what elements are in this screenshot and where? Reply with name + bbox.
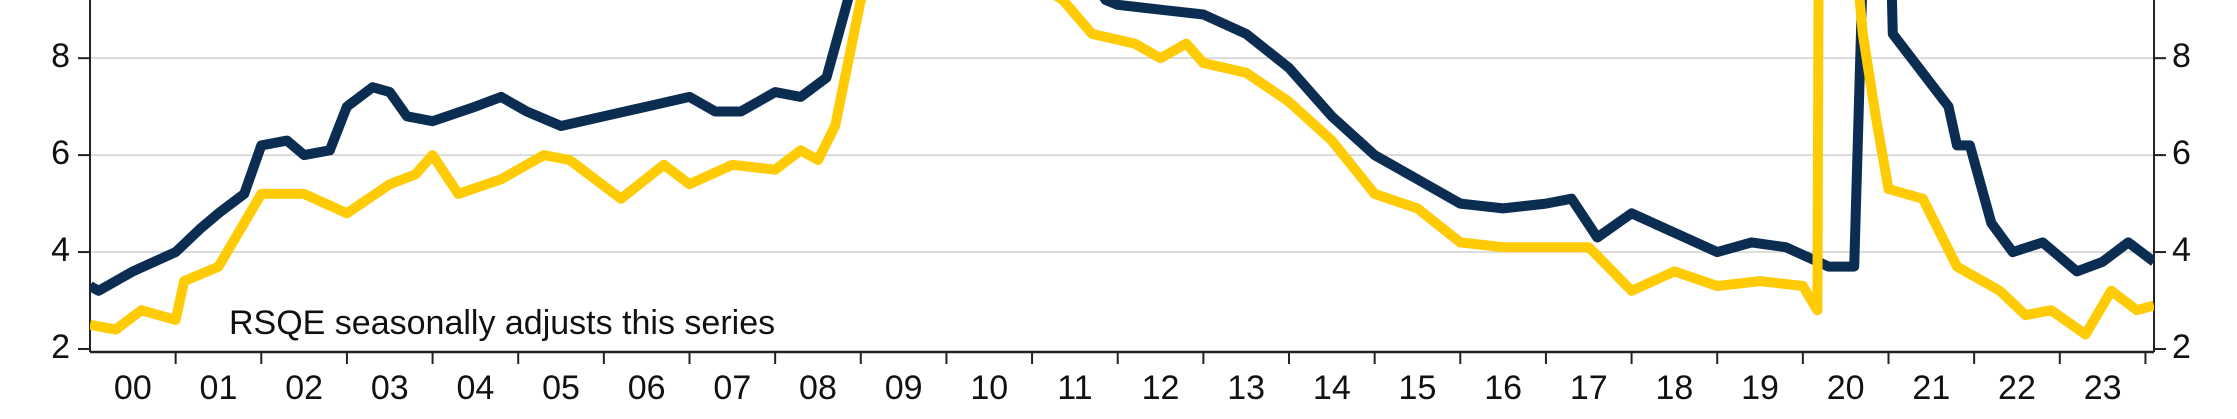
plot-area: [90, 0, 2154, 340]
x-tick-label: 10: [970, 369, 1008, 407]
x-tick-label: 18: [1655, 369, 1693, 407]
x-tick-label: 08: [799, 369, 837, 407]
x-tick-label: 11: [1057, 369, 1092, 407]
x-tick-label: 15: [1399, 369, 1437, 407]
x-tick-label: 19: [1741, 369, 1779, 407]
x-tick-label: 17: [1570, 369, 1608, 407]
x-tick-label: 04: [456, 369, 494, 407]
data-line: [90, 0, 2154, 340]
x-tick-label: 14: [1313, 369, 1351, 407]
y2-tick-label: 4: [2172, 231, 2191, 269]
y2-tick-label: 6: [2172, 134, 2191, 172]
x-tick-label: 12: [1142, 369, 1180, 407]
x-tick-label: 22: [1998, 369, 2036, 407]
x-tick-label: 16: [1484, 369, 1522, 407]
data-line: [90, 0, 2154, 296]
y-tick-label: 8: [51, 37, 70, 75]
x-tick-label: 01: [200, 369, 238, 407]
x-tick-label: 20: [1827, 369, 1865, 407]
x-tick-label: 09: [885, 369, 923, 407]
x-tick-label: 06: [628, 369, 666, 407]
x-tick-label: 02: [285, 369, 323, 407]
y-tick-label: 4: [51, 231, 70, 269]
annotation: RSQE seasonally adjusts this series: [229, 304, 775, 342]
x-tick-label: 07: [713, 369, 751, 407]
y2-tick-label: 2: [2172, 328, 2191, 366]
x-tick-label: 23: [2084, 369, 2122, 407]
x-tick-label: 21: [1912, 369, 1950, 407]
y2-tick-label: 8: [2172, 37, 2191, 75]
x-tick-label: 03: [371, 369, 409, 407]
y-tick-label: 6: [51, 134, 70, 172]
x-tick-label: 05: [542, 369, 580, 407]
y-tick-label: 2: [51, 328, 70, 366]
x-tick-label: 13: [1227, 369, 1265, 407]
x-tick-label: 00: [114, 369, 152, 407]
